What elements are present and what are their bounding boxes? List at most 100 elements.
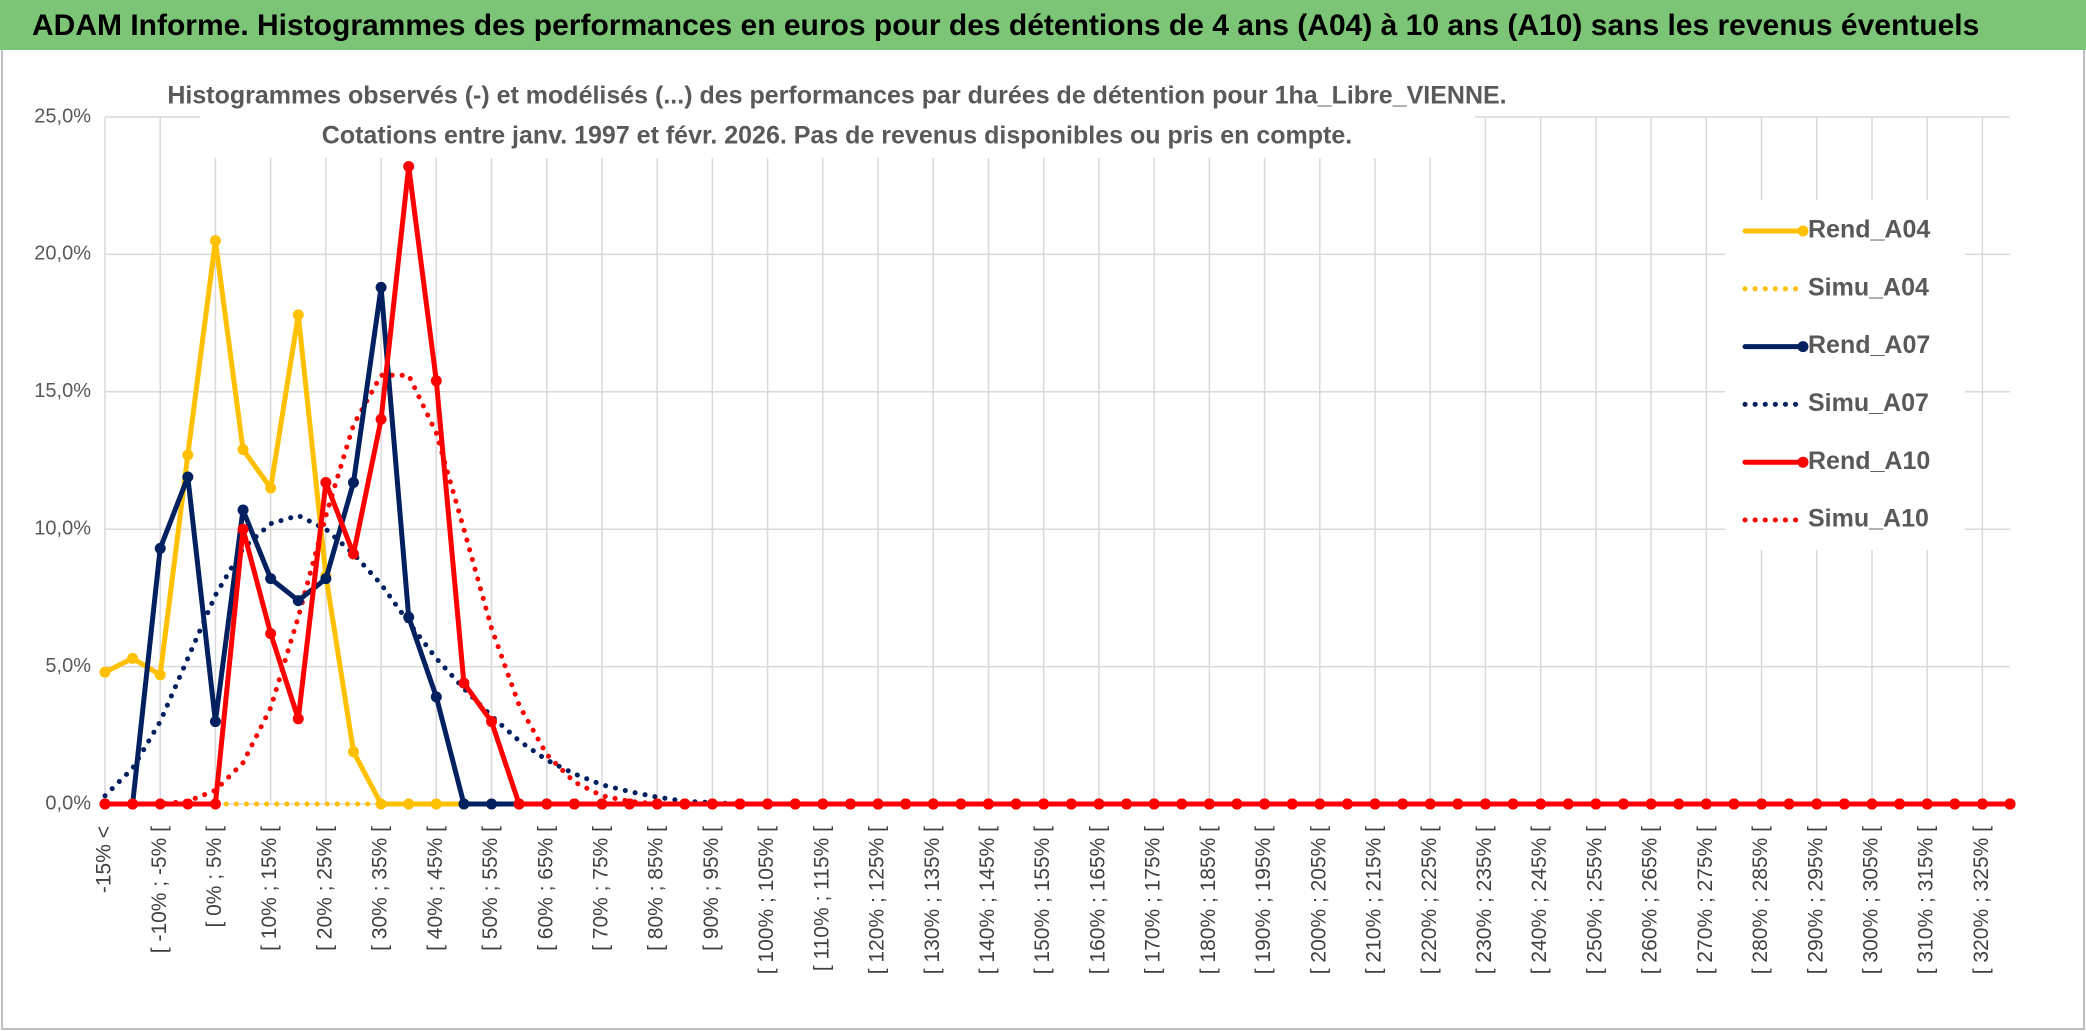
x-tick-label: [ 190% ; 195% [ [1252,826,1275,974]
x-tick-label: [ 30% ; 35% [ [369,826,392,951]
marker [458,798,470,810]
marker [1645,798,1657,810]
header-title: ADAM Informe. Histogrammes des performan… [32,9,1979,42]
marker [1341,798,1353,810]
marker [154,542,166,554]
marker [1921,798,1933,810]
marker [651,798,663,810]
legend-marker [1797,225,1809,237]
marker [734,798,746,810]
marker [209,235,221,247]
marker [1976,798,1988,810]
marker [182,449,194,461]
legend-label: Rend_A07 [1808,331,1930,359]
y-tick-label: 25,0% [34,105,91,127]
legend-label: Rend_A10 [1808,447,1930,475]
marker [1452,798,1464,810]
marker [375,413,387,425]
x-tick-label: [ 50% ; 55% [ [479,826,502,951]
marker [1811,798,1823,810]
x-tick-label: [ 60% ; 65% [ [534,826,557,951]
marker [127,652,139,664]
marker [292,595,304,607]
marker [955,798,967,810]
marker [1231,798,1243,810]
legend-marker [1797,456,1809,468]
marker [1010,798,1022,810]
marker [596,798,608,810]
x-tick-label: [ 310% ; 315% [ [1915,826,1938,974]
x-tick-label: [ 20% ; 25% [ [313,826,336,951]
header-bar [0,0,2086,50]
marker [541,798,553,810]
x-tick-label: [ 110% ; 115% [ [810,826,833,971]
marker [1259,798,1271,810]
marker [375,281,387,293]
marker [900,798,912,810]
marker [154,669,166,681]
marker [403,798,415,810]
marker [486,716,498,728]
x-tick-label: [ 70% ; 75% [ [590,826,613,951]
marker [679,798,691,810]
marker [320,573,332,585]
marker [99,798,111,810]
x-tick-label: [ 280% ; 285% [ [1749,826,1772,974]
marker [209,798,221,810]
marker [1065,798,1077,810]
x-tick-label: [ 40% ; 45% [ [424,826,447,951]
x-tick-label: [ 270% ; 275% [ [1694,826,1717,974]
marker [237,523,249,535]
x-tick-label: [ 90% ; 95% [ [700,826,723,951]
marker [430,798,442,810]
marker [513,798,525,810]
marker [237,504,249,516]
observed-line [102,164,2013,807]
marker [209,716,221,728]
marker [182,798,194,810]
x-tick-label: [ 200% ; 205% [ [1307,826,1330,974]
x-tick-label: [ 0% ; 5% [ [203,826,226,928]
legend-label: Rend_A04 [1808,216,1930,244]
marker [1121,798,1133,810]
marker [982,798,994,810]
marker [1838,798,1850,810]
marker [347,476,359,488]
marker [265,482,277,494]
legend-background [1725,200,1965,550]
marker [403,160,415,172]
marker [265,628,277,640]
marker [1949,798,1961,810]
marker [1507,798,1519,810]
marker [292,713,304,725]
x-tick-label: [ 230% ; 235% [ [1473,826,1496,974]
marker [430,375,442,387]
marker [1093,798,1105,810]
marker [265,573,277,585]
x-tick-label: [ 180% ; 185% [ [1197,826,1220,974]
y-tick-label: 5,0% [45,655,91,677]
marker [1783,798,1795,810]
x-tick-label: -15% < [93,826,116,893]
legend-label: Simu_A04 [1808,273,1929,301]
x-tick-label: [ 120% ; 125% [ [866,826,889,974]
marker [706,798,718,810]
x-tick-label: [ 160% ; 165% [ [1086,826,1109,974]
marker [568,798,580,810]
x-tick-label: [ 240% ; 245% [ [1528,826,1551,974]
x-tick-label: [ 220% ; 225% [ [1418,826,1441,974]
legend-marker [1797,341,1809,353]
x-tick-label: [ 130% ; 135% [ [921,826,944,974]
marker [1673,798,1685,810]
marker [789,798,801,810]
x-tick-label: [ 170% ; 175% [ [1142,826,1165,974]
marker [624,798,636,810]
marker [1314,798,1326,810]
marker [1617,798,1629,810]
marker [486,798,498,810]
marker [1866,798,1878,810]
marker [430,691,442,703]
marker [292,309,304,321]
marker [762,798,774,810]
